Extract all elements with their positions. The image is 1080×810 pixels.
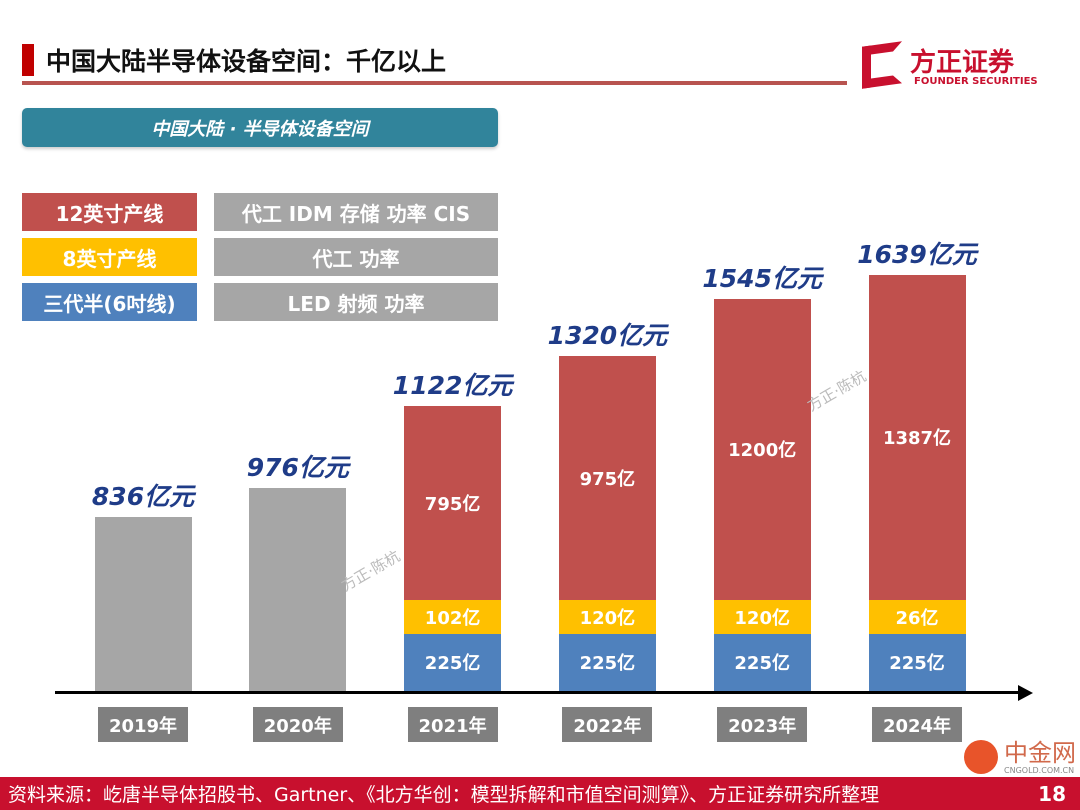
total-label: 1320亿元	[547, 320, 668, 350]
x-axis	[55, 691, 1020, 694]
bar-total	[94, 517, 192, 691]
total-label: 1639亿元	[857, 240, 977, 269]
title-accent-bar	[22, 44, 34, 76]
bar-segment: 120亿	[558, 599, 656, 634]
axis-arrow-icon	[1018, 685, 1033, 701]
x-tick-label: 2024年	[872, 707, 962, 742]
bar-segment: 1200亿	[713, 298, 811, 600]
bar-segment: 120亿	[713, 599, 811, 634]
bar-total	[249, 487, 347, 691]
logo-cn: 方正证券	[910, 48, 1015, 78]
logo-en: FOUNDER SECURITIES	[914, 76, 1038, 87]
page-title: 中国大陆半导体设备空间：千亿以上	[46, 47, 447, 76]
source-text: 资料来源：屹唐半导体招股书、Gartner、《北方华创：模型拆解和市值空间测算》…	[8, 784, 880, 806]
x-tick-label: 2023年	[717, 707, 808, 742]
bar-segment: 225亿	[558, 633, 656, 691]
bar-segment: 225亿	[713, 633, 811, 691]
cngold-logo-url: CNGOLD.COM.CN	[1004, 766, 1075, 775]
total-label: 1122亿元	[392, 371, 513, 401]
bar-segment: 975亿	[558, 355, 656, 600]
total-label: 976亿元	[246, 452, 349, 482]
bar-segment: 102亿	[404, 599, 502, 634]
section-header: 中国大陆 · 半导体设备空间	[22, 108, 498, 147]
total-label: 836亿元	[91, 482, 195, 511]
legend-desc: LED 射频 功率	[214, 283, 498, 321]
bar-segment: 795亿	[404, 406, 502, 600]
bar-segment: 225亿	[404, 633, 502, 691]
cngold-logo: 中金网 CNGOLD.COM.CN	[964, 740, 1078, 776]
legend-item: 三代半(6吋线)	[22, 283, 197, 321]
founder-securities-logo: 方正证券 FOUNDER SECURITIES	[862, 41, 1042, 92]
page-number: 18	[1038, 781, 1066, 806]
cngold-logo-icon	[964, 740, 998, 774]
legend-item: 12英寸产线	[22, 193, 197, 231]
legend-item: 8英寸产线	[22, 238, 197, 276]
legend-desc: 代工 功率	[214, 238, 498, 276]
bar-segment: 225亿	[868, 633, 966, 691]
bar-segment: 26亿	[868, 599, 966, 634]
x-tick-label: 2019年	[98, 707, 188, 742]
total-label: 1545亿元	[702, 263, 822, 293]
cngold-logo-name: 中金网	[1004, 739, 1076, 767]
title-divider	[22, 81, 847, 85]
x-tick-label: 2020年	[252, 707, 343, 742]
legend-desc: 代工 IDM 存储 功率 CIS	[214, 193, 498, 231]
source-footer: 资料来源：屹唐半导体招股书、Gartner、《北方华创：模型拆解和市值空间测算》…	[0, 777, 1080, 810]
x-tick-label: 2022年	[562, 707, 653, 742]
x-tick-label: 2021年	[407, 707, 498, 742]
bar-segment: 1387亿	[868, 275, 966, 600]
